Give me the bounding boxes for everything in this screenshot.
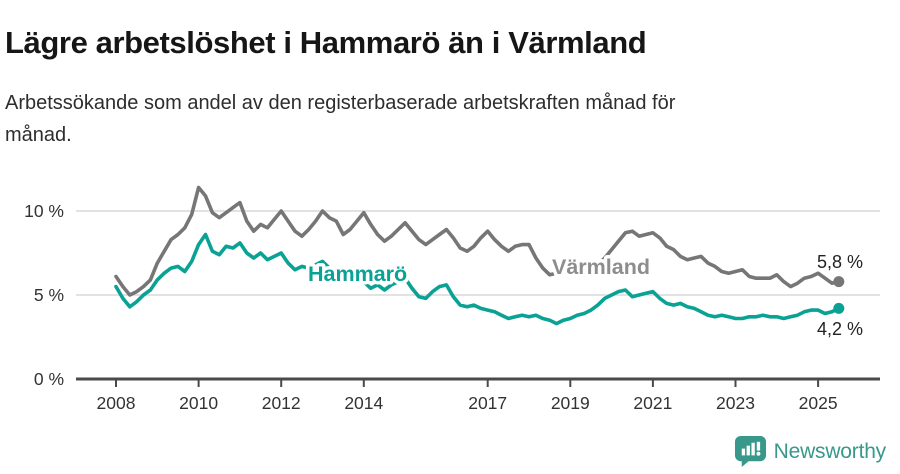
x-axis-tick-label: 2023 [716,393,755,413]
page-title: Lägre arbetslöshet i Hammarö än i Värmla… [5,24,647,60]
line-chart: 2008 2010 2012 2014 2017 2019 2021 2023 2025 0 % 5… [0,163,900,421]
x-axis-tick-label: 2012 [262,393,301,413]
x-axis-tick-label: 2014 [344,393,383,413]
y-axis-tick-label: 10 % [24,201,64,221]
brand-name: Newsworthy [773,439,887,463]
x-axis-tick-label: 2008 [97,393,136,413]
series-line-hammaro [114,232,841,326]
chart-canvas: 2008 2010 2012 2014 2017 2019 2021 2023 2025 0 % 5… [24,185,880,413]
x-axis-tick-label: 2021 [633,393,672,413]
newsworthy-logo-icon [734,435,766,468]
y-axis-tick-label: 5 % [34,285,64,305]
series-end-dot-hammaro [833,302,845,314]
x-axis-tick-label: 2017 [468,393,507,413]
series-end-dot-varmland [833,276,845,288]
x-axis-tick-label: 2025 [799,393,838,413]
end-value-label-varmland: 5,8 % [817,252,863,272]
end-value-label-hammaro: 4,2 % [817,319,863,339]
x-axis-tick-label: 2019 [551,393,590,413]
brand-footer: Newsworthy [734,435,886,468]
chart-subtitle: Arbetssökande som andel av den registerb… [5,92,676,146]
y-axis-tick-label: 0 % [34,369,64,389]
x-axis-tick-label: 2010 [179,393,218,413]
series-line-varmland [114,185,841,297]
series-label-hammaro: Hammarö [308,262,407,286]
series-label-varmland: Värmland [552,255,650,279]
